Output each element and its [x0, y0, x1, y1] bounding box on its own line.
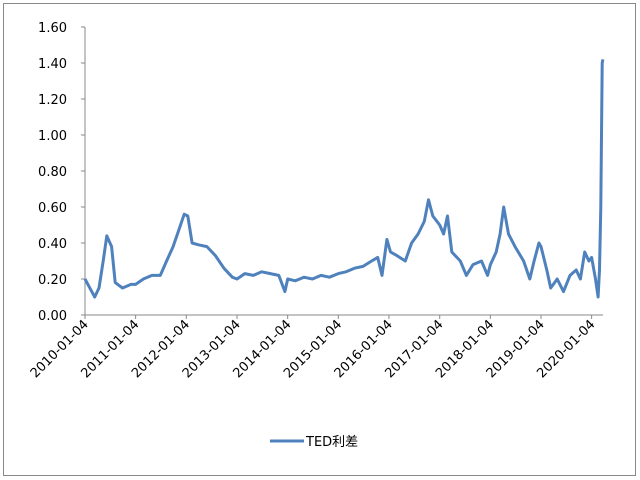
data-line [83, 59, 605, 299]
y-tick-label: 0.80 [38, 165, 67, 180]
y-tick-label: 0.20 [38, 273, 67, 288]
y-tick-label: 0.60 [38, 201, 67, 216]
y-tick-label: 1.60 [38, 21, 67, 36]
y-tick-label: 0.00 [38, 309, 67, 324]
y-tick-label: 1.00 [38, 129, 67, 144]
y-tick-label: 0.40 [38, 237, 67, 252]
y-tick-label: 1.40 [38, 57, 67, 72]
y-tick-label: 1.20 [38, 93, 67, 108]
chart-frame [3, 3, 636, 476]
legend-label: TED利差 [305, 435, 358, 450]
